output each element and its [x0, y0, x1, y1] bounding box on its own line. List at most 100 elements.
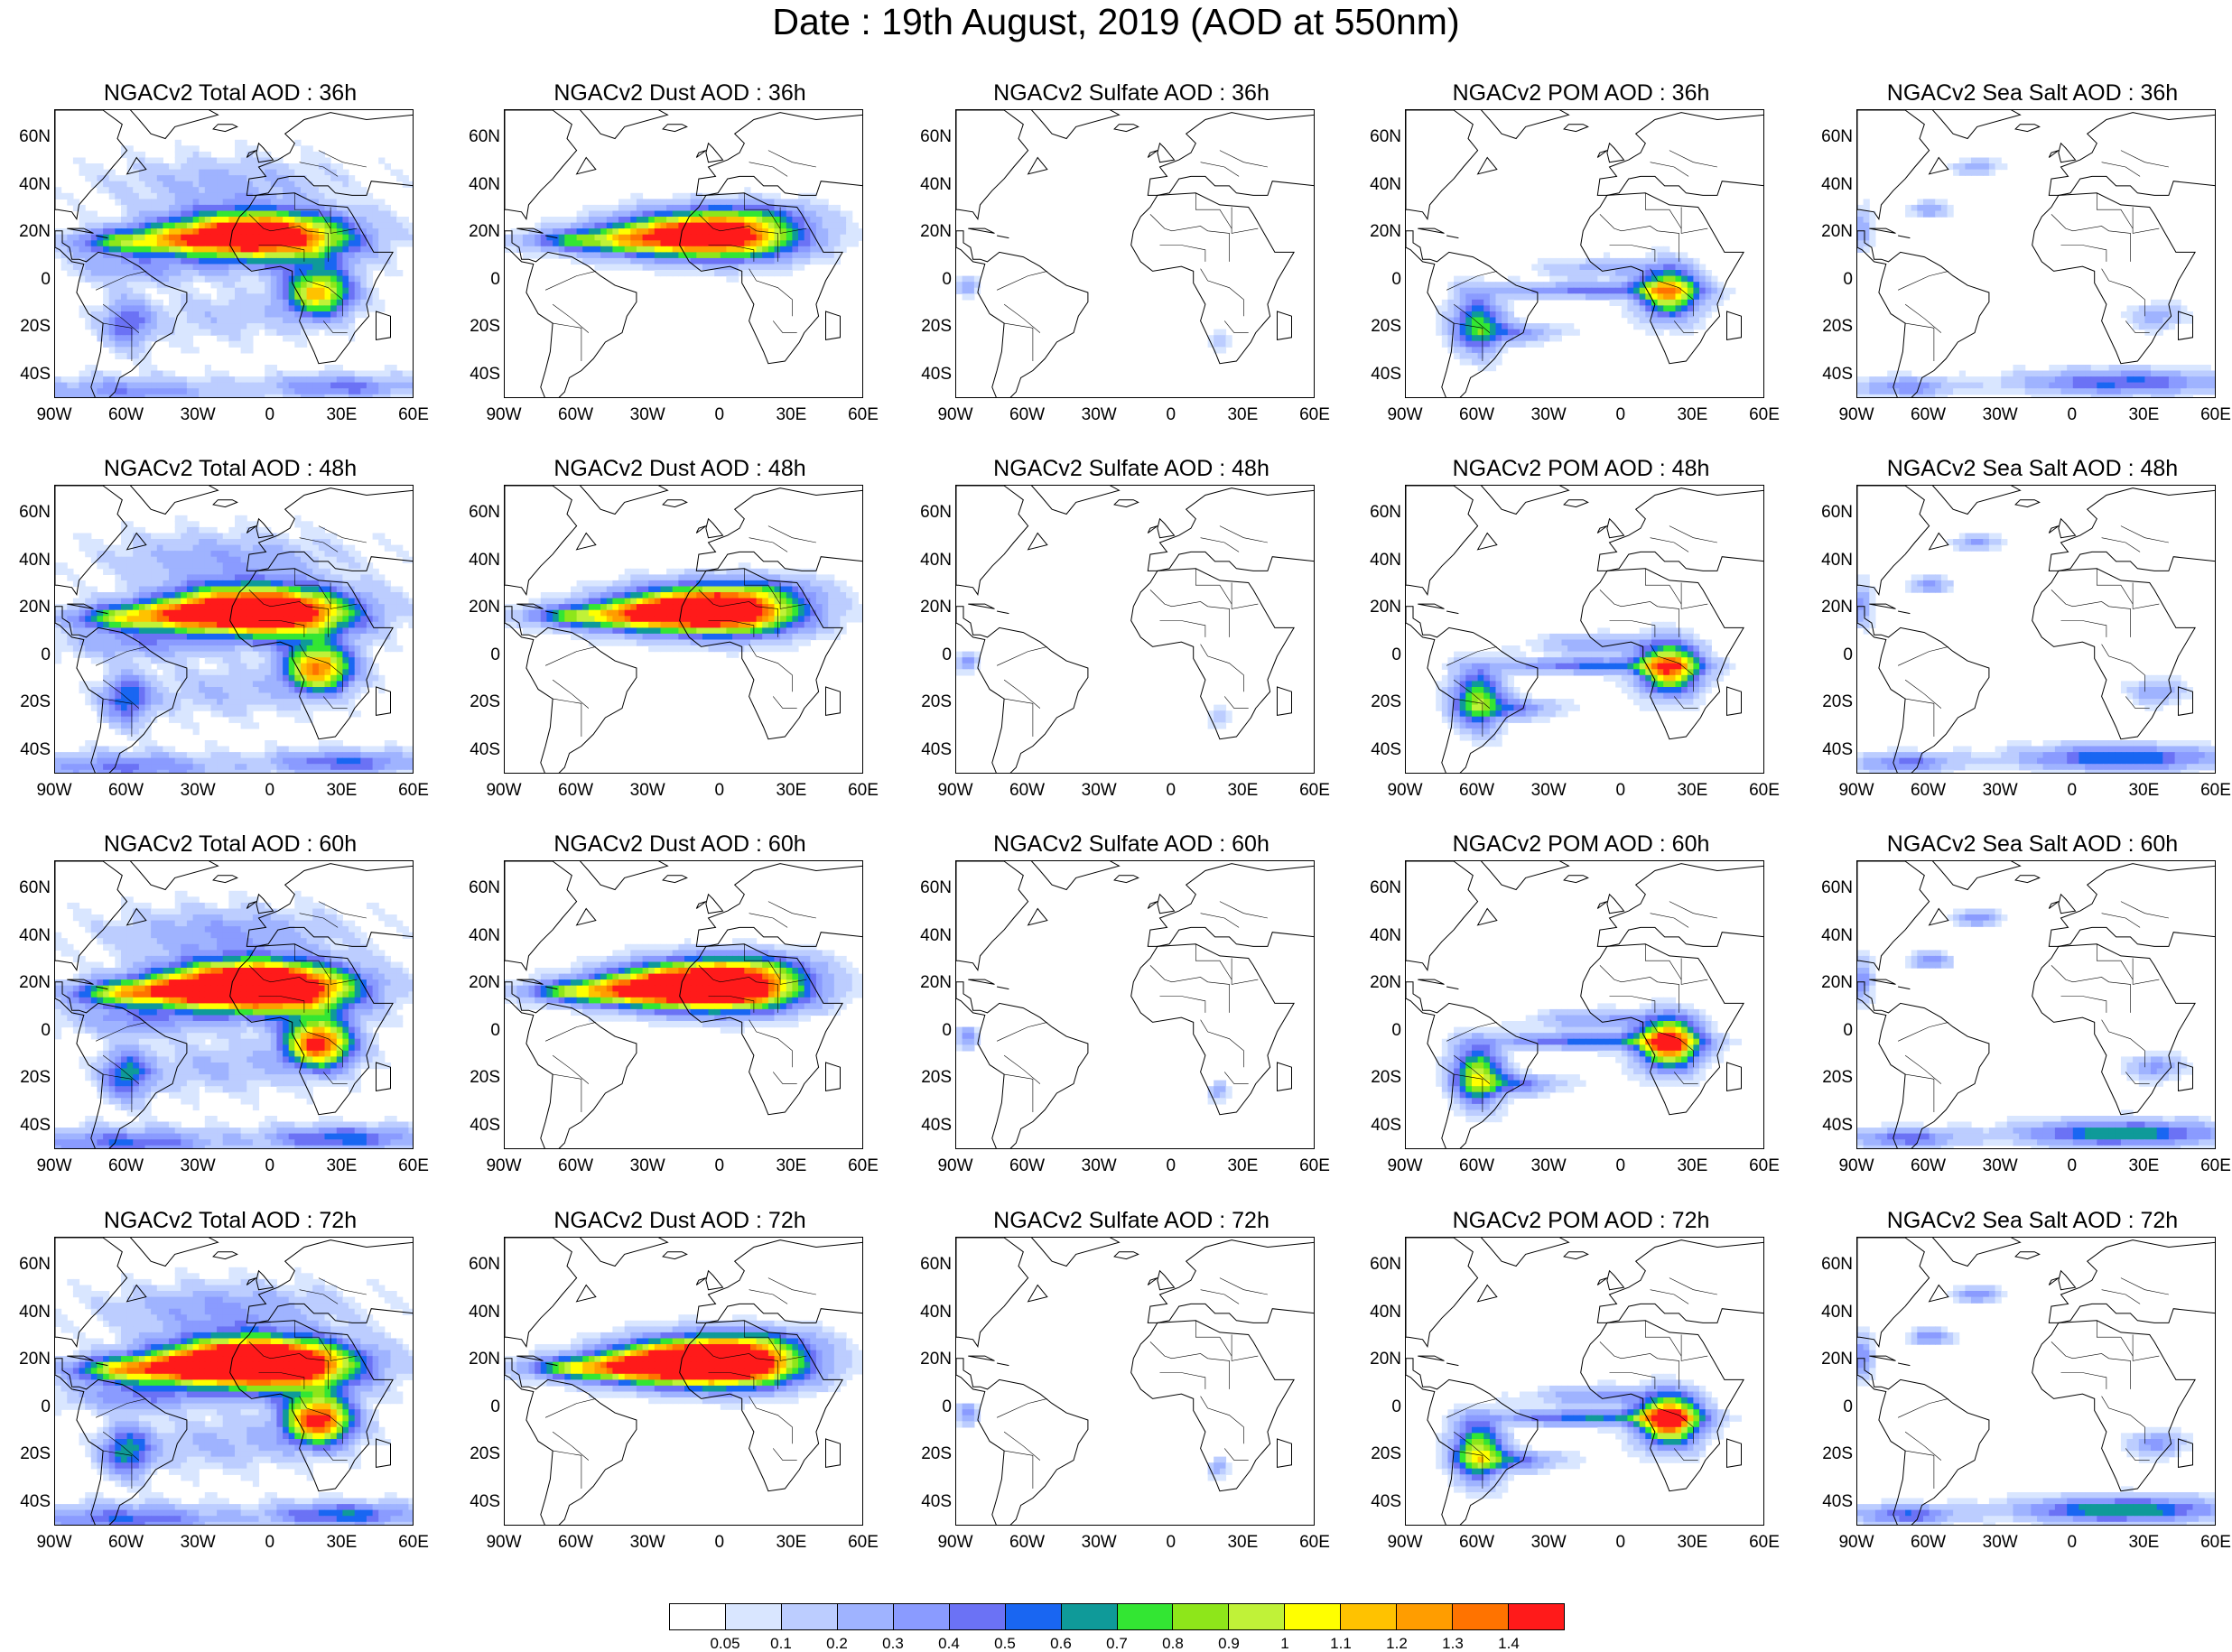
coastline [696, 902, 706, 909]
country-border [1681, 1335, 1707, 1361]
y-tick-label: 0 [1351, 646, 1401, 664]
coastline [1727, 687, 1742, 715]
y-tick-label: 40N [1802, 552, 1853, 570]
aod-map [1406, 110, 1764, 398]
map-plot [1856, 109, 2216, 398]
coastline [1278, 687, 1292, 715]
panel-title: NGACv2 Total AOD : 36h [27, 79, 433, 107]
coastline [2059, 519, 2076, 538]
country-border [1232, 959, 1258, 985]
x-tick-label: 90W [27, 406, 81, 424]
y-tick-label: 20S [901, 693, 952, 711]
colorbar-label: 0.2 [810, 1636, 864, 1651]
x-tick-label: 0 [693, 782, 747, 800]
coastline [956, 861, 1028, 970]
coastline [2032, 193, 2195, 364]
map-plot [54, 109, 414, 398]
country-border [1681, 583, 1707, 609]
x-tick-label: 90W [1829, 406, 1883, 424]
country-border [1669, 1278, 1717, 1295]
x-tick-label: 60W [1000, 1534, 1055, 1552]
y-tick-label: 60N [0, 879, 51, 897]
country-border [1669, 526, 1717, 543]
coastline [956, 1238, 1028, 1347]
map-plot [1405, 860, 1764, 1149]
coastline [997, 611, 1009, 614]
x-tick-label: 0 [693, 1534, 747, 1552]
coastline [956, 110, 1028, 219]
x-tick-label: 30E [314, 406, 368, 424]
y-tick-label: 20N [901, 599, 952, 617]
colorbar-swatch [838, 1604, 894, 1629]
y-tick-label: 20N [901, 1350, 952, 1369]
y-tick-label: 0 [901, 646, 952, 664]
country-border [545, 646, 596, 665]
country-border [2102, 162, 2141, 177]
country-border [1651, 162, 1689, 177]
coastline [956, 486, 1028, 595]
coastline [1478, 158, 1497, 174]
aod-field [956, 276, 1232, 354]
map-plot [1405, 109, 1764, 398]
aod-field [55, 515, 414, 774]
colorbar-label: 1 [1258, 1636, 1312, 1651]
coastline [1597, 1278, 1607, 1285]
coastline [2015, 125, 2040, 132]
y-tick-label: 20S [1351, 318, 1401, 336]
y-tick-label: 20N [901, 223, 952, 241]
country-border [1160, 1373, 1205, 1389]
country-border [1905, 1055, 1941, 1084]
panel-title: NGACv2 Sulfate AOD : 48h [928, 455, 1335, 482]
coastline [1564, 125, 1588, 132]
x-tick-label: 30W [620, 782, 674, 800]
coastline [997, 1363, 1009, 1366]
coastline [2015, 1252, 2040, 1259]
coastline [2049, 488, 2216, 571]
coastline [1564, 1252, 1588, 1259]
x-tick-label: 30W [1072, 1534, 1126, 1552]
country-border [1905, 699, 1934, 737]
coastline [213, 125, 237, 132]
aod-field [1436, 1374, 1742, 1499]
y-tick-label: 0 [0, 1022, 51, 1040]
y-tick-label: 20S [1351, 1069, 1401, 1087]
coastline [663, 125, 687, 132]
panel-title: NGACv2 POM AOD : 60h [1378, 831, 1784, 858]
aod-field [1436, 246, 1735, 371]
x-tick-label: 0 [1594, 1157, 1648, 1175]
y-tick-label: 40N [1802, 1304, 1853, 1322]
panel-title: NGACv2 Sea Salt AOD : 72h [1829, 1207, 2232, 1234]
coastline [572, 486, 667, 515]
x-tick-label: 90W [1378, 1157, 1432, 1175]
x-tick-label: 30E [764, 1534, 818, 1552]
y-tick-label: 60N [1802, 504, 1853, 522]
y-tick-label: 20N [0, 599, 51, 617]
x-tick-label: 30W [171, 782, 225, 800]
x-tick-label: 0 [243, 1534, 297, 1552]
map-plot [504, 1237, 863, 1526]
x-tick-label: 90W [477, 782, 531, 800]
map-plot [1405, 485, 1764, 774]
coastline [956, 982, 1088, 1149]
coastline [696, 488, 863, 571]
x-tick-label: 30E [2116, 1534, 2171, 1552]
country-border [1160, 621, 1205, 637]
country-border [1905, 680, 1941, 709]
y-tick-label: 40N [1802, 927, 1853, 945]
y-tick-label: 0 [0, 1398, 51, 1416]
coastline [696, 113, 863, 196]
x-tick-label: 90W [27, 1157, 81, 1175]
coastline [1114, 876, 1139, 883]
coastline [2032, 569, 2195, 739]
panel-title: NGACv2 Sulfate AOD : 72h [928, 1207, 1335, 1234]
x-tick-label: 30E [1665, 782, 1719, 800]
colorbar-swatch [1509, 1604, 1564, 1629]
country-border [2102, 914, 2141, 928]
x-tick-label: 60W [99, 1157, 153, 1175]
y-tick-label: 20N [1802, 599, 1853, 617]
aod-map [55, 1238, 414, 1526]
country-border [1220, 151, 1268, 167]
coastline [1930, 1285, 1948, 1302]
x-tick-label: 30E [1215, 782, 1269, 800]
y-tick-label: 0 [1351, 1022, 1401, 1040]
